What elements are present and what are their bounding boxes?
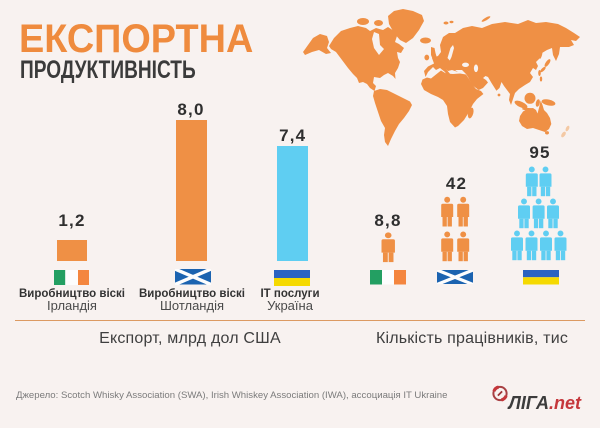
svg-text:ЛІГА.net: ЛІГА.net (507, 393, 583, 411)
